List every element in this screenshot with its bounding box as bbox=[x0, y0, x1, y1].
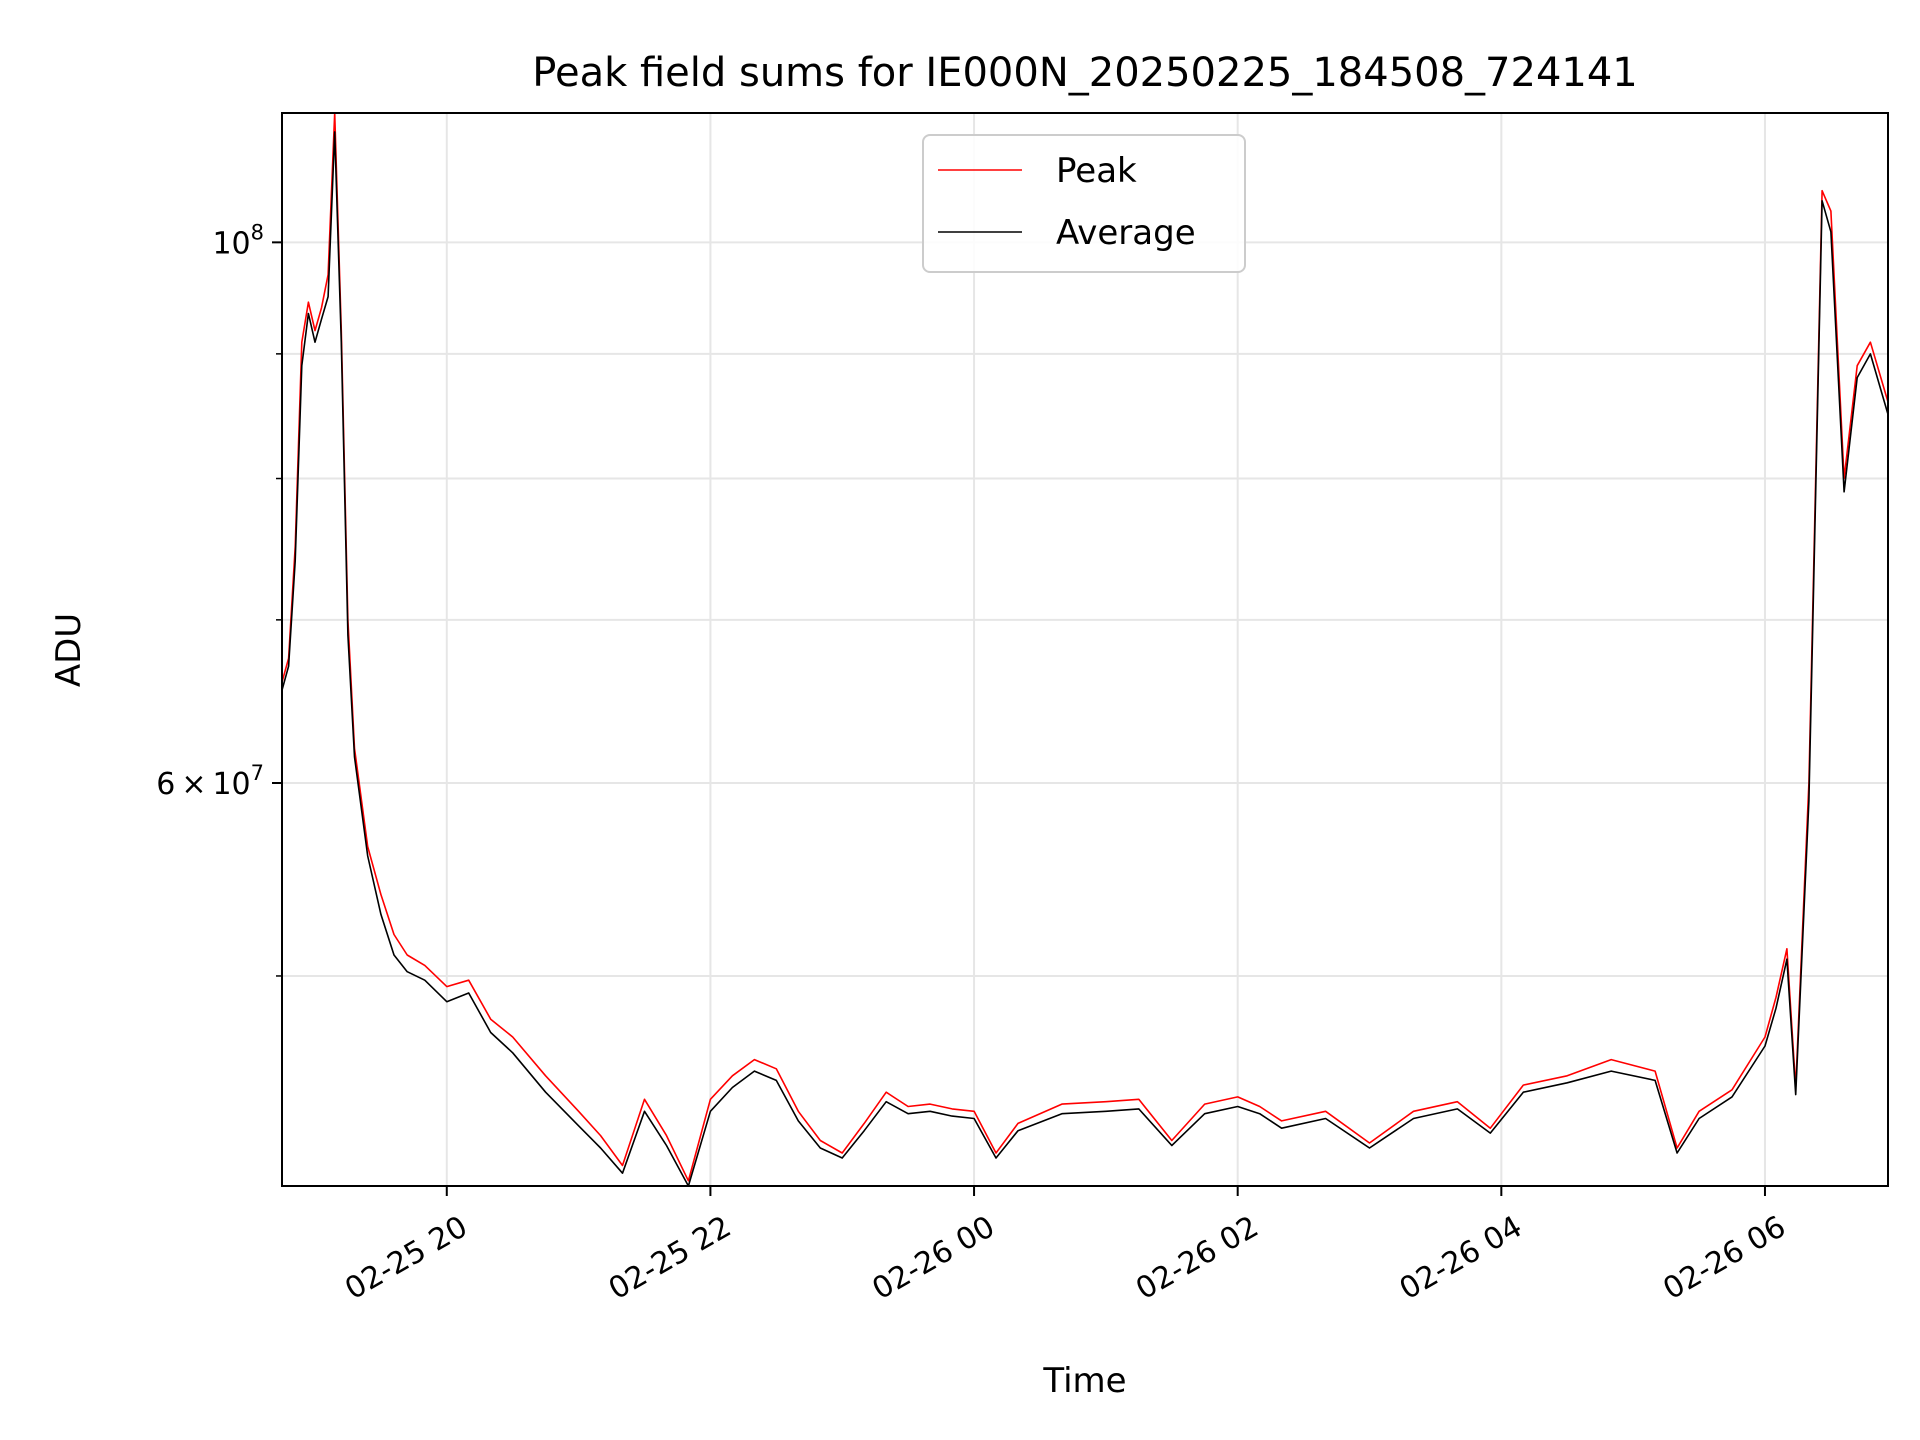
y-tick-label: 108 bbox=[212, 220, 264, 261]
grid-layer bbox=[282, 113, 1888, 1186]
x-axis-label: Time bbox=[1042, 1361, 1126, 1401]
y-tick-label: 6 × 107 bbox=[156, 761, 264, 802]
y-tick-label-exponent: 7 bbox=[251, 761, 264, 785]
series-line-average bbox=[282, 131, 1888, 1186]
legend-label-peak: Peak bbox=[1056, 151, 1137, 191]
series-layer bbox=[282, 113, 1888, 1186]
y-tick-label-base: 10 bbox=[212, 226, 250, 261]
legend: Peak Average bbox=[922, 134, 1246, 273]
legend-label-average: Average bbox=[1056, 213, 1196, 253]
chart-title: Peak field sums for IE000N_20250225_1845… bbox=[532, 50, 1637, 96]
series-line-peak bbox=[282, 113, 1888, 1182]
plot-area-frame bbox=[281, 112, 1889, 1187]
y-axis-label: ADU bbox=[49, 613, 89, 687]
y-tick-label-exponent: 8 bbox=[251, 220, 264, 244]
y-tick-label-base: 6 × 10 bbox=[156, 767, 250, 802]
